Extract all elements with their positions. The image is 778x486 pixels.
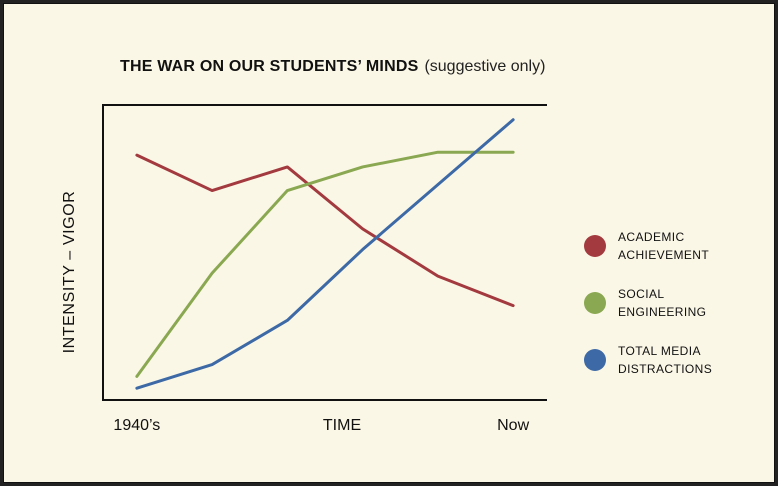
- legend-label: SOCIAL ENGINEERING: [618, 287, 707, 319]
- chart-title-block: THE WAR ON OUR STUDENTS’ MINDS (suggestiv…: [120, 58, 545, 76]
- legend-swatch: [584, 349, 606, 371]
- x-axis-label: TIME: [323, 417, 361, 434]
- chart-title: THE WAR ON OUR STUDENTS’ MINDS: [120, 58, 419, 75]
- legend-swatch: [584, 292, 606, 314]
- series-line-2: [135, 150, 515, 378]
- legend-swatch: [584, 235, 606, 257]
- legend-label: TOTAL MEDIA DISTRACTIONS: [618, 344, 713, 376]
- x-tick-label: 1940’s: [113, 417, 160, 434]
- chart-frame: [3, 3, 775, 483]
- series-line-1: [135, 153, 515, 308]
- legend-label: ACADEMIC ACHIEVEMENT: [618, 230, 710, 262]
- series-line-3: [135, 118, 515, 390]
- chart-subtitle: (suggestive only): [424, 58, 546, 75]
- x-tick-label: Now: [497, 417, 529, 434]
- y-axis-label: INTENSITY – VIGOR: [61, 190, 78, 354]
